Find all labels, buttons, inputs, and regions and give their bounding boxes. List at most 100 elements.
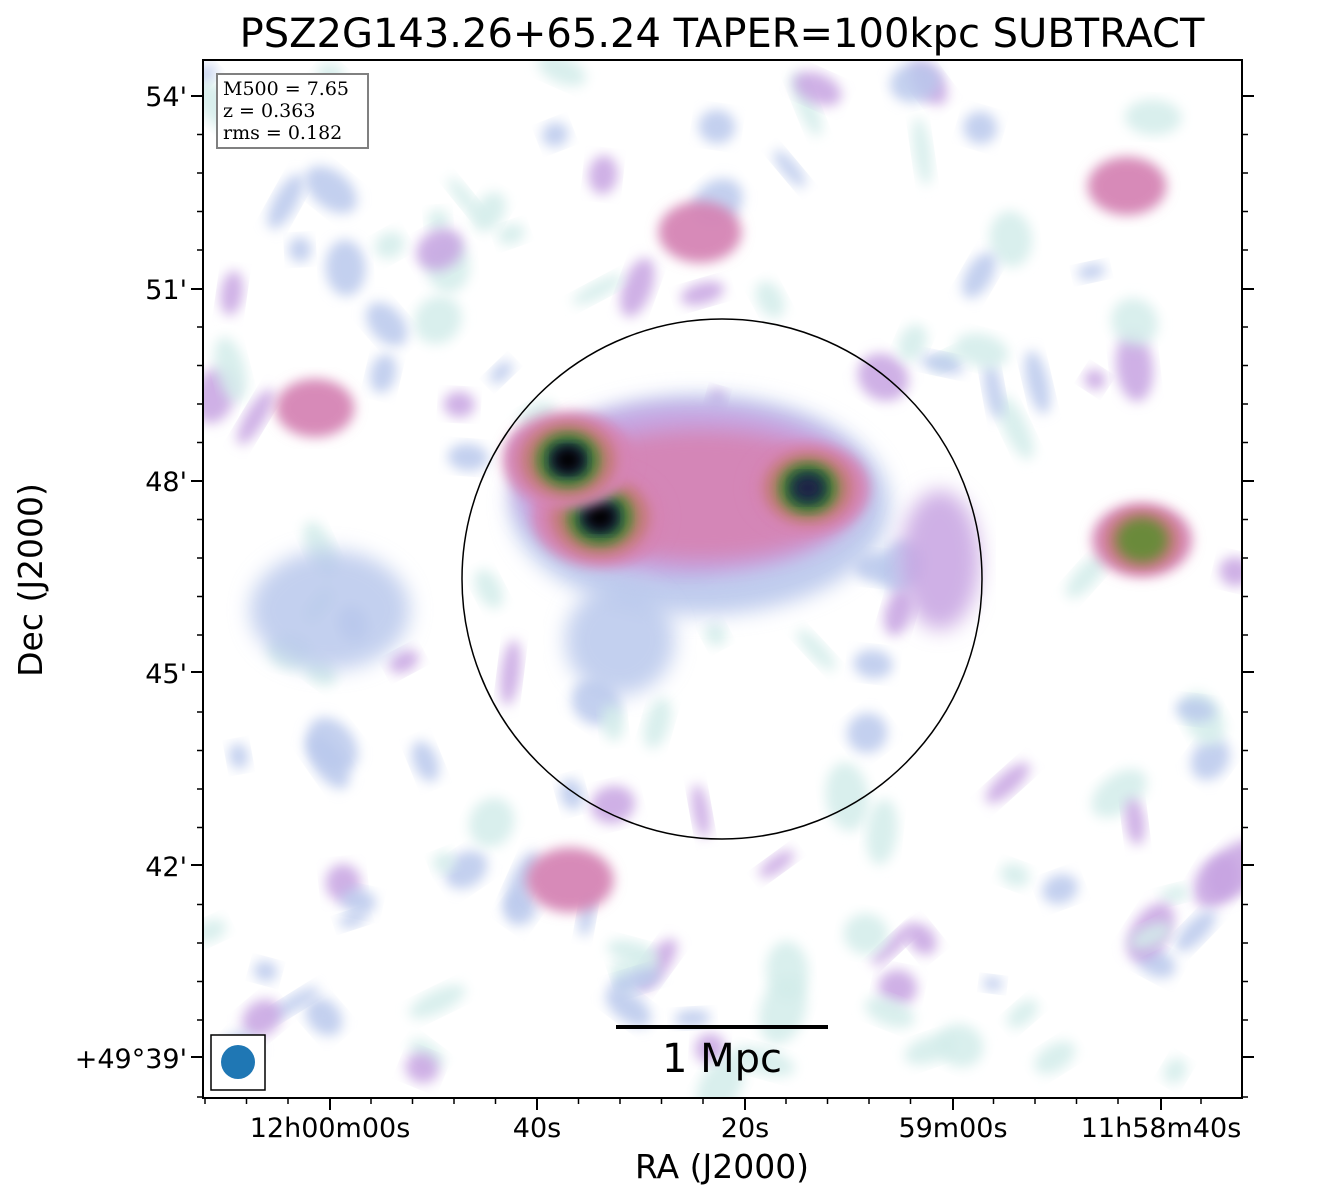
emission-blob — [405, 1052, 439, 1084]
y-tick-label: +49°39' — [75, 1044, 187, 1075]
emission-blob — [912, 117, 932, 186]
emission-blob — [489, 361, 513, 384]
emission-blob — [792, 474, 824, 502]
emission-blob — [907, 923, 937, 955]
emission-blob — [871, 924, 916, 966]
emission-blob — [989, 211, 1033, 267]
emission-blob — [983, 361, 1004, 419]
emission-blob — [1129, 921, 1172, 950]
y-axis-label: Dec (J2000) — [11, 483, 50, 677]
emission-blob — [541, 122, 569, 148]
emission-blob — [796, 629, 836, 671]
emission-blob — [1125, 798, 1145, 846]
emission-blob — [1175, 698, 1216, 722]
emission-blob — [696, 1055, 745, 1098]
x-tick-label: 59m00s — [898, 1113, 1007, 1144]
emission-blob — [275, 378, 355, 438]
image-area — [203, 60, 1242, 1098]
emission-blob — [1077, 263, 1106, 280]
emission-blob — [416, 228, 464, 271]
beam-indicator — [210, 1034, 266, 1091]
emission-blob — [554, 448, 582, 472]
emission-blob — [414, 295, 462, 345]
emission-blob — [704, 622, 727, 647]
emission-blob — [1007, 999, 1039, 1029]
info-rms: rms = 0.182 — [223, 122, 342, 144]
emission-blob — [586, 505, 614, 529]
emission-blob — [601, 702, 625, 742]
emission-blob — [1042, 874, 1078, 905]
emission-blob — [680, 281, 725, 306]
emission-blob — [730, 1046, 795, 1077]
emission-blob — [203, 919, 227, 943]
emission-blob — [472, 192, 506, 232]
emission-blob — [773, 150, 806, 188]
emission-blob — [338, 911, 367, 928]
emission-blob — [1034, 1041, 1076, 1075]
emission-blob — [1087, 156, 1167, 216]
x-tick-label: 12h00m00s — [250, 1113, 411, 1144]
emission-blob — [755, 281, 785, 319]
emission-blob — [341, 888, 377, 915]
emission-blob — [1206, 839, 1242, 900]
emission-blob — [1024, 350, 1051, 414]
x-tick-labels: 12h00m00s 40s 20s 59m00s 11h58m40s — [250, 1113, 1242, 1144]
y-tick-label: 51' — [145, 275, 187, 306]
emission-blob — [620, 257, 655, 317]
x-tick-label: 40s — [513, 1113, 561, 1144]
emission-blob — [304, 166, 358, 214]
emission-blob — [500, 639, 521, 706]
emission-blob — [985, 762, 1030, 804]
emission-blob — [267, 174, 304, 229]
emission-blob — [572, 274, 624, 306]
emission-blob — [854, 553, 898, 583]
emission-blob — [307, 717, 358, 772]
info-redshift: z = 0.363 — [223, 100, 315, 122]
emission-blob — [1219, 556, 1242, 587]
emission-blob — [588, 155, 618, 195]
emission-blob — [388, 649, 419, 674]
emission-blob — [1084, 369, 1106, 391]
emission-blob — [962, 252, 997, 299]
emission-blob — [900, 490, 980, 630]
emission-blob — [526, 847, 614, 913]
emission-blob — [920, 353, 965, 375]
emission-blob — [1115, 517, 1169, 563]
emission-blob — [305, 997, 343, 1036]
emission-blob — [228, 743, 249, 770]
emission-blob — [325, 239, 366, 296]
chart-title: PSZ2G143.26+65.24 TAPER=100kpc SUBTRACT — [240, 11, 1205, 57]
emission-blob — [878, 969, 918, 1006]
emission-blob — [409, 984, 466, 1019]
emission-blob — [955, 333, 1009, 368]
y-tick-labels: 54' 51' 48' 45' 42' +49°39' — [75, 82, 187, 1075]
emission-blob — [288, 237, 312, 263]
emission-blob — [1065, 554, 1107, 599]
emission-blob — [427, 209, 450, 234]
emission-blob — [253, 960, 278, 982]
emission-blob — [897, 324, 928, 362]
emission-blob — [1175, 910, 1216, 952]
emission-blob — [444, 850, 488, 889]
emission-blob — [674, 1009, 711, 1027]
radio-emission-map — [203, 60, 1242, 1098]
beam-ellipse — [221, 1045, 255, 1079]
emission-blob — [374, 231, 405, 259]
emission-blob — [565, 585, 675, 695]
emission-blob — [694, 1033, 726, 1064]
y-tick-label: 54' — [145, 82, 187, 113]
emission-blob — [1163, 1057, 1187, 1084]
emission-blob — [846, 712, 888, 754]
emission-blob — [843, 913, 889, 955]
emission-blob — [1160, 885, 1190, 903]
emission-blob — [698, 109, 736, 144]
emission-blob — [537, 60, 587, 87]
emission-blob — [474, 569, 504, 609]
emission-blob — [643, 697, 672, 749]
emission-blob — [793, 71, 842, 106]
emission-blob — [890, 62, 941, 103]
emission-blob — [214, 336, 247, 403]
r500-circle — [461, 318, 983, 840]
y-tick-label: 45' — [145, 659, 187, 690]
